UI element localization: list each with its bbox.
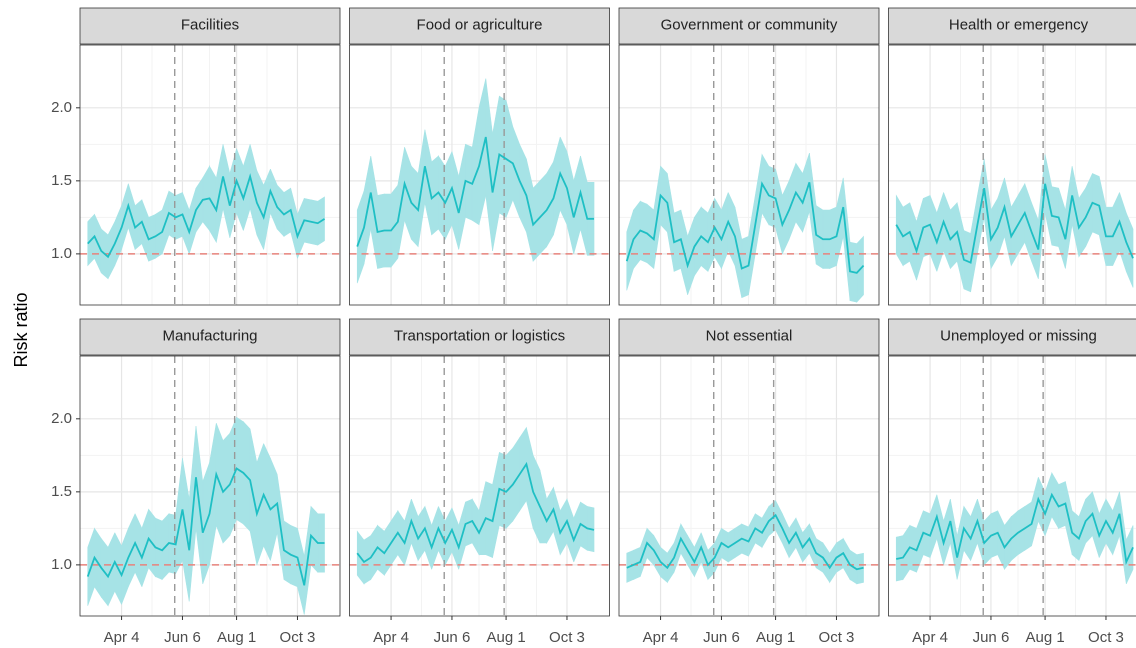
- facet-title: Not essential: [706, 327, 793, 344]
- x-tick-label: Apr 4: [373, 629, 409, 646]
- x-tick-label: Oct 3: [280, 629, 316, 646]
- series-line: [896, 492, 1134, 566]
- panel-border: [79, 44, 341, 306]
- y-tick-label: 1.5: [51, 483, 72, 500]
- series-line: [87, 173, 326, 259]
- series-line: [626, 513, 864, 571]
- y-tick-label: 1.0: [51, 245, 72, 262]
- panel-border: [888, 44, 1136, 306]
- facet-title: Government or community: [661, 16, 838, 33]
- x-tick-label: Oct 3: [819, 629, 855, 646]
- facet-strip: [888, 318, 1136, 356]
- series-line: [356, 461, 595, 564]
- panel-border: [618, 44, 880, 306]
- facet-strip: [79, 318, 341, 356]
- panel-border: [349, 355, 610, 617]
- facet-strip: [349, 318, 610, 356]
- series-line: [356, 136, 595, 247]
- facet-strip: [888, 7, 1136, 45]
- x-tick-label: Jun 6: [164, 629, 201, 646]
- x-tick-label: Oct 3: [1088, 629, 1124, 646]
- x-tick-label: Aug 1: [217, 629, 256, 646]
- y-tick-label: 1.0: [51, 556, 72, 573]
- facet-title: Unemployed or missing: [940, 327, 1097, 344]
- panel-border: [79, 355, 341, 617]
- facet-title: Food or agriculture: [417, 16, 543, 33]
- facet-strip: [618, 7, 880, 45]
- x-tick-label: Apr 4: [643, 629, 679, 646]
- y-tick-label: 2.0: [51, 410, 72, 427]
- plot-area: [888, 356, 1136, 616]
- facet-strip: [79, 7, 341, 45]
- facet-title: Transportation or logistics: [394, 327, 565, 344]
- facet-strip: [618, 318, 880, 356]
- facet-title: Health or emergency: [949, 16, 1089, 33]
- x-tick-label: Aug 1: [1025, 629, 1064, 646]
- series-line: [895, 183, 1134, 264]
- plot-area: [888, 45, 1136, 305]
- x-tick-label: Aug 1: [486, 629, 525, 646]
- x-tick-label: Apr 4: [104, 629, 140, 646]
- x-tick-label: Jun 6: [434, 629, 471, 646]
- facet-title: Facilities: [181, 16, 239, 33]
- x-tick-label: Aug 1: [756, 629, 795, 646]
- panel-border: [349, 44, 610, 306]
- y-axis-label: Risk ratio: [11, 292, 31, 367]
- panel-border: [888, 355, 1136, 617]
- x-tick-label: Jun 6: [703, 629, 740, 646]
- y-tick-label: 1.5: [51, 172, 72, 189]
- y-tick-label: 2.0: [51, 99, 72, 116]
- x-tick-label: Oct 3: [549, 629, 585, 646]
- facet-strip: [349, 7, 610, 45]
- panel-border: [618, 355, 880, 617]
- x-tick-label: Apr 4: [912, 629, 948, 646]
- facet-title: Manufacturing: [162, 327, 257, 344]
- series-line: [625, 181, 865, 274]
- x-tick-label: Jun 6: [973, 629, 1010, 646]
- series-line: [86, 467, 325, 586]
